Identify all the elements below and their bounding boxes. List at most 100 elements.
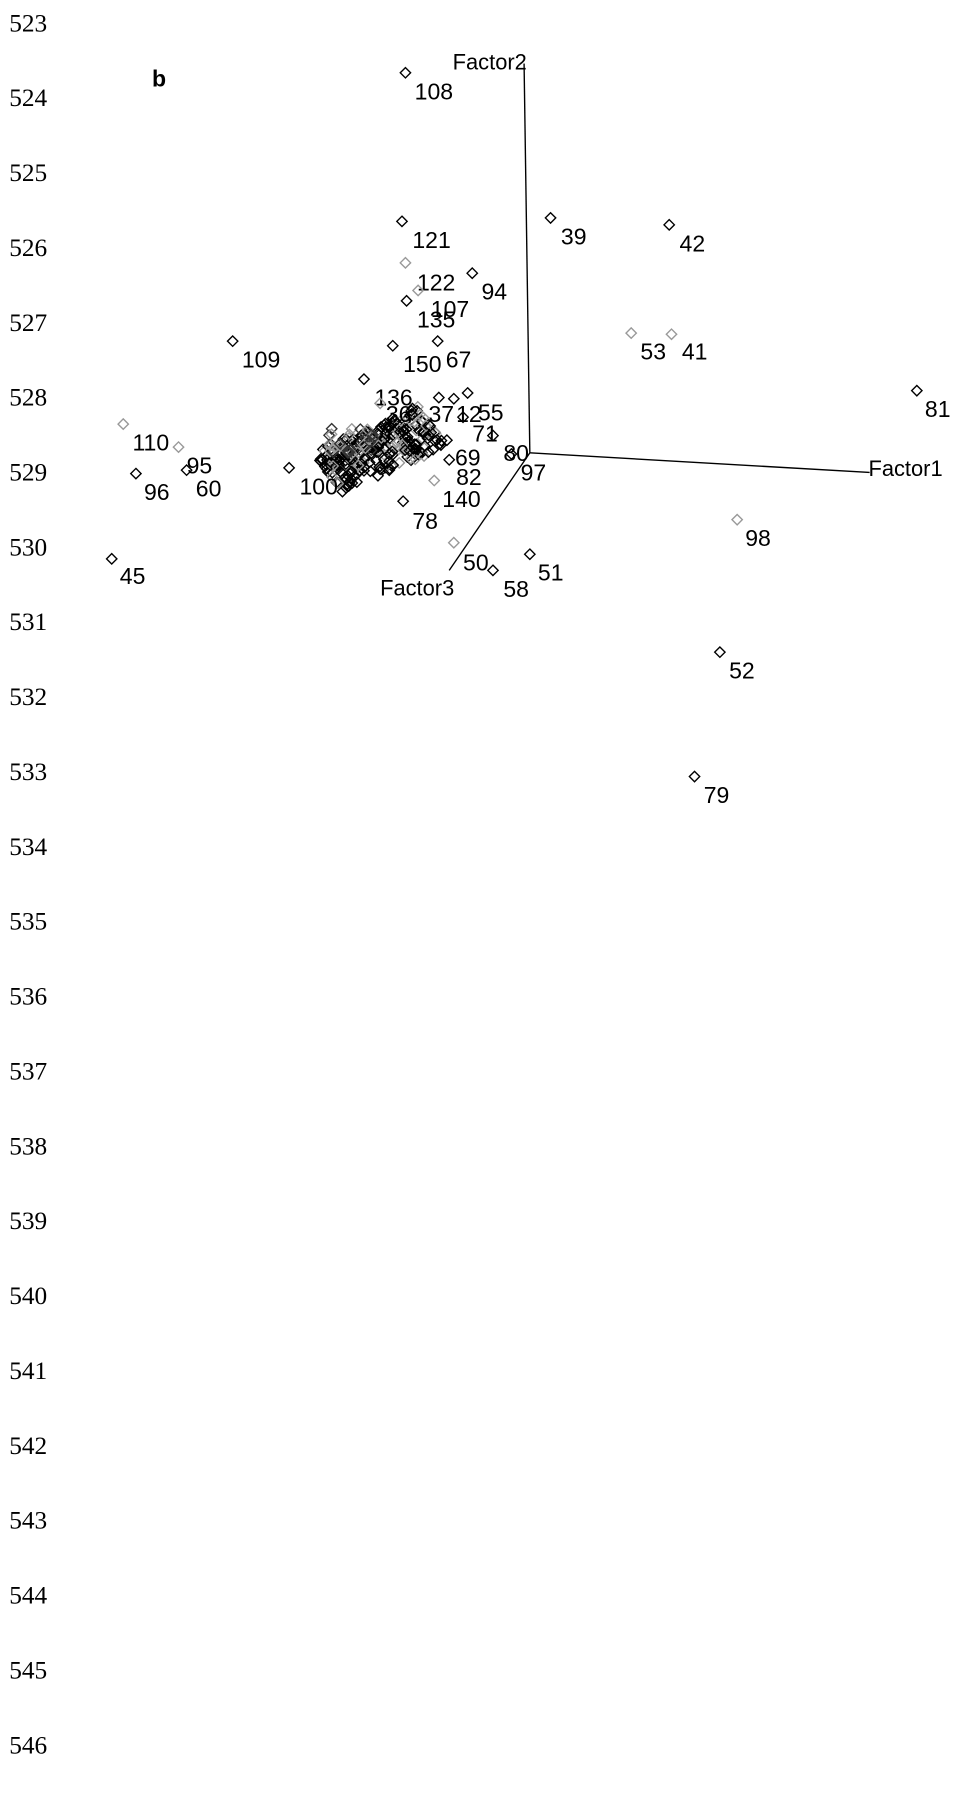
point-label: 82 — [456, 464, 482, 490]
point-label: 107 — [431, 296, 469, 322]
point-marker — [367, 431, 380, 445]
point-marker — [325, 470, 339, 484]
line-number: 532 — [9, 683, 47, 711]
line-number: 540 — [9, 1282, 47, 1310]
point-marker — [357, 372, 371, 386]
point-marker — [390, 436, 403, 450]
point-marker — [409, 424, 423, 437]
point-label: 67 — [446, 347, 472, 373]
point-marker — [486, 429, 500, 442]
point-marker — [409, 443, 423, 456]
line-numbers: 523 524 525 526 527 528 529 530 531 532 533 534 535 5… — [9, 9, 47, 1759]
point-marker — [400, 294, 413, 307]
point-marker — [336, 485, 349, 498]
point-marker — [406, 408, 419, 421]
line-number: 545 — [9, 1656, 47, 1684]
line-number: 544 — [9, 1582, 47, 1610]
line-number: 530 — [9, 533, 47, 561]
point-label: 95 — [187, 453, 213, 479]
line-number: 537 — [9, 1057, 47, 1085]
point-marker — [379, 417, 392, 430]
point-marker — [910, 384, 923, 397]
line-number: 524 — [9, 84, 47, 112]
point-marker — [373, 460, 386, 474]
point-marker — [117, 417, 130, 431]
point-marker — [730, 513, 744, 526]
point-marker — [404, 452, 417, 465]
point-label: 81 — [925, 396, 951, 422]
point-label: 108 — [415, 78, 453, 104]
point-marker — [129, 467, 143, 480]
point-label: 60 — [196, 476, 222, 502]
axis-line — [448, 452, 531, 571]
point-label: 42 — [680, 230, 706, 256]
point-marker — [105, 552, 118, 565]
point-marker — [341, 446, 355, 459]
point-label: 96 — [144, 479, 170, 505]
axis-label: Factor2 — [453, 49, 527, 74]
point-label: 37 — [428, 401, 454, 427]
point-marker — [323, 445, 337, 458]
point-marker — [386, 339, 399, 352]
point-marker — [371, 446, 385, 459]
point-marker — [383, 464, 396, 477]
point-marker — [713, 645, 727, 659]
point-marker — [359, 451, 372, 464]
point-label: 140 — [442, 486, 480, 512]
point-marker — [417, 449, 431, 463]
axis-label: Factor3 — [380, 576, 454, 601]
point-marker — [665, 328, 678, 341]
line-number: 543 — [9, 1507, 47, 1535]
point-marker — [432, 391, 445, 404]
point-marker — [344, 443, 357, 456]
line-number: 527 — [9, 309, 47, 337]
point-marker — [363, 436, 377, 449]
point-label: 98 — [745, 525, 771, 551]
point-marker — [447, 392, 460, 405]
point-marker — [325, 422, 338, 435]
point-marker — [423, 419, 437, 433]
line-number: 533 — [9, 758, 47, 786]
point-marker — [345, 472, 358, 486]
point-label: 12 — [456, 401, 482, 427]
point-marker — [523, 548, 536, 561]
point-marker — [688, 770, 701, 783]
point-marker — [386, 458, 400, 472]
point-marker — [365, 444, 378, 457]
point-marker — [325, 428, 338, 441]
point-marker — [343, 476, 356, 490]
point-label: 150 — [403, 351, 441, 377]
point-marker — [418, 439, 431, 453]
line-number: 539 — [9, 1207, 47, 1235]
point-marker — [396, 495, 410, 508]
point-marker — [180, 463, 193, 477]
point-marker — [357, 438, 370, 451]
point-marker — [404, 414, 417, 427]
point-marker — [399, 256, 412, 269]
point-marker — [352, 459, 365, 472]
point-marker — [505, 447, 518, 461]
point-label: 110 — [132, 430, 169, 456]
line-number: 536 — [9, 983, 47, 1011]
point-marker — [422, 428, 435, 442]
point-label: 94 — [481, 279, 507, 305]
point-marker — [375, 431, 388, 444]
point-marker — [403, 444, 416, 457]
point-marker — [345, 422, 358, 436]
point-label: 78 — [412, 508, 438, 534]
line-number: 531 — [9, 608, 47, 636]
point-marker — [326, 459, 340, 473]
point-marker — [377, 448, 391, 461]
point-marker — [401, 430, 414, 444]
point-label: 45 — [120, 563, 146, 589]
point-label: 97 — [521, 460, 547, 486]
point-marker — [358, 461, 371, 474]
point-marker — [405, 404, 418, 417]
point-marker — [396, 438, 409, 451]
point-marker — [399, 66, 412, 79]
point-marker — [320, 462, 333, 475]
point-label: 79 — [704, 782, 730, 808]
point-marker — [408, 438, 421, 451]
